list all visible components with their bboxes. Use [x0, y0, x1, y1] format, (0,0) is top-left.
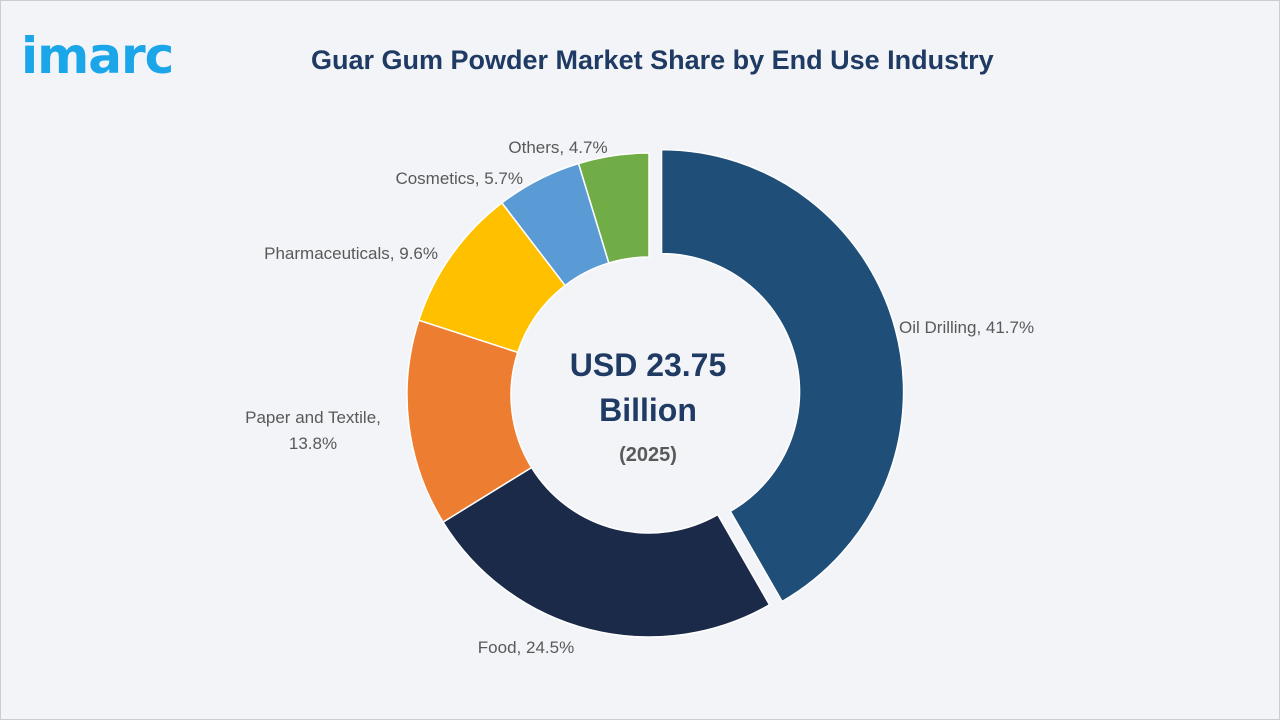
center-unit: Billion	[599, 392, 697, 428]
slice-food	[442, 466, 771, 638]
labels-group: Oil Drilling, 41.7% Food, 24.5% Paper an…	[245, 138, 1034, 657]
center-value: USD 23.75	[570, 347, 727, 383]
center-year: (2025)	[619, 444, 677, 466]
imarc-logo: imarc	[21, 27, 174, 85]
slice-others	[577, 152, 650, 264]
label-oil-drilling: Oil Drilling, 41.7%	[899, 318, 1034, 337]
label-cosmetics: Cosmetics, 5.7%	[395, 169, 523, 188]
label-paper-textile-value: 13.8%	[289, 434, 337, 453]
chart-title: Guar Gum Powder Market Share by End Use …	[311, 45, 994, 75]
slices-group	[406, 148, 905, 638]
label-food: Food, 24.5%	[478, 638, 574, 657]
label-paper-textile: Paper and Textile,	[245, 408, 381, 427]
label-pharmaceuticals: Pharmaceuticals, 9.6%	[264, 244, 438, 263]
label-others: Others, 4.7%	[508, 138, 607, 157]
slice-oil-drilling	[660, 148, 905, 603]
